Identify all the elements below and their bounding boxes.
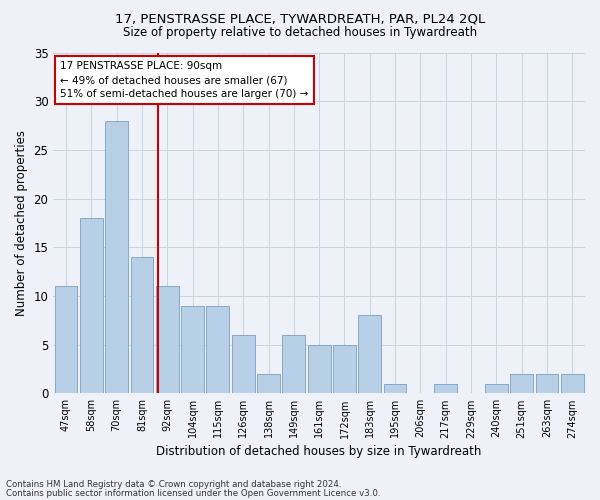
Bar — [156, 286, 179, 394]
Text: Size of property relative to detached houses in Tywardreath: Size of property relative to detached ho… — [123, 26, 477, 39]
Bar — [434, 384, 457, 394]
Bar — [55, 286, 77, 394]
Bar — [181, 306, 204, 394]
Bar — [485, 384, 508, 394]
Text: 17 PENSTRASSE PLACE: 90sqm
← 49% of detached houses are smaller (67)
51% of semi: 17 PENSTRASSE PLACE: 90sqm ← 49% of deta… — [60, 61, 308, 99]
Bar — [131, 257, 154, 394]
X-axis label: Distribution of detached houses by size in Tywardreath: Distribution of detached houses by size … — [157, 444, 482, 458]
Y-axis label: Number of detached properties: Number of detached properties — [15, 130, 28, 316]
Bar — [358, 316, 381, 394]
Bar — [308, 344, 331, 394]
Bar — [536, 374, 559, 394]
Text: Contains public sector information licensed under the Open Government Licence v3: Contains public sector information licen… — [6, 488, 380, 498]
Bar — [257, 374, 280, 394]
Bar — [105, 120, 128, 394]
Text: 17, PENSTRASSE PLACE, TYWARDREATH, PAR, PL24 2QL: 17, PENSTRASSE PLACE, TYWARDREATH, PAR, … — [115, 12, 485, 26]
Bar — [333, 344, 356, 394]
Bar — [232, 335, 254, 394]
Bar — [80, 218, 103, 394]
Bar — [511, 374, 533, 394]
Text: Contains HM Land Registry data © Crown copyright and database right 2024.: Contains HM Land Registry data © Crown c… — [6, 480, 341, 489]
Bar — [283, 335, 305, 394]
Bar — [561, 374, 584, 394]
Bar — [206, 306, 229, 394]
Bar — [384, 384, 406, 394]
